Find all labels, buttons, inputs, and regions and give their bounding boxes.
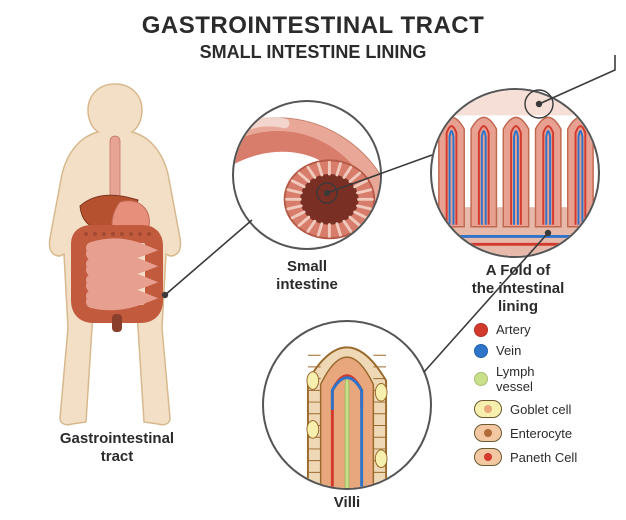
- small-intestine-label: Smallintestine: [240, 258, 374, 294]
- legend-cell-icon: [474, 448, 502, 466]
- villus-circle: [262, 320, 432, 490]
- legend-item: Lymphvessel: [474, 364, 577, 394]
- legend-cell-icon: [474, 424, 502, 442]
- fold-circle: [430, 88, 600, 258]
- fold-icon: [432, 90, 598, 256]
- legend-item: Goblet cell: [474, 400, 577, 418]
- small-intestine-icon: [234, 102, 380, 248]
- small-intestine-circle: [232, 100, 382, 250]
- legend-dot-icon: [474, 372, 488, 386]
- villus-icon: [264, 322, 430, 488]
- legend-label: Goblet cell: [510, 402, 571, 417]
- legend-label: Paneth Cell: [510, 450, 577, 465]
- legend-label: Lymphvessel: [496, 364, 535, 394]
- page-subtitle: SMALL INTESTINE LINING: [0, 42, 626, 63]
- villus-label: Villi: [300, 494, 394, 512]
- legend-item: Artery: [474, 322, 577, 337]
- body-silhouette: [20, 78, 210, 428]
- legend-label: Artery: [496, 322, 531, 337]
- legend-item: Vein: [474, 343, 577, 358]
- legend-dot-icon: [474, 344, 488, 358]
- stage: GASTROINTESTINAL TRACT SMALL INTESTINE L…: [0, 0, 626, 520]
- legend-cell-icon: [474, 400, 502, 418]
- legend-label: Vein: [496, 343, 521, 358]
- legend-item: Paneth Cell: [474, 448, 577, 466]
- fold-label: A Fold ofthe intestinallining: [438, 262, 598, 316]
- legend-label: Enterocyte: [510, 426, 572, 441]
- legend-item: Enterocyte: [474, 424, 577, 442]
- body-label: Gastrointestinaltract: [32, 430, 202, 466]
- legend-dot-icon: [474, 323, 488, 337]
- page-title: GASTROINTESTINAL TRACT: [0, 12, 626, 40]
- legend: Artery Vein Lymphvessel Goblet cell Enterocy…: [474, 322, 577, 472]
